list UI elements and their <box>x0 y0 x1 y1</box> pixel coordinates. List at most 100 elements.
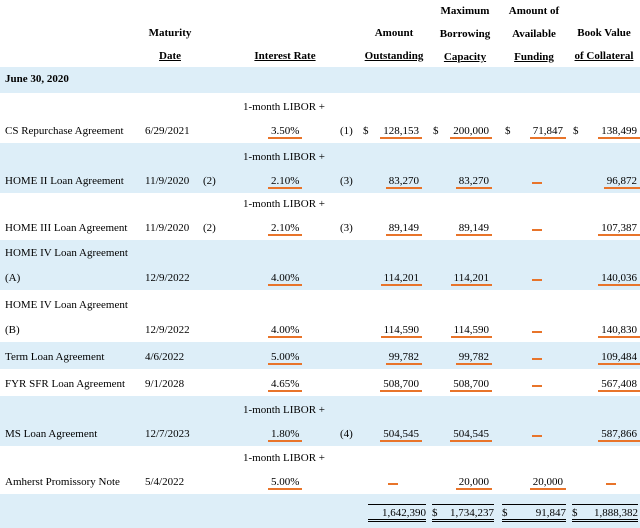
row-amount-outstanding-value: 83,270 <box>385 175 422 189</box>
row-maturity-date: 4/6/2022 <box>145 351 185 363</box>
total-available-funding-value: 91,847 <box>535 507 566 519</box>
row-borrowing-capacity: 89,149 <box>434 222 492 236</box>
row-available-funding: — <box>508 272 566 292</box>
row-interest-rate-value: 2.10% <box>268 175 303 189</box>
row-maturity-date: 12/9/2022 <box>145 324 190 336</box>
row-interest-rate: 5.00% <box>268 351 303 365</box>
row-borrowing-capacity: 20,000 <box>434 476 492 490</box>
total-available-funding-dollar: $ <box>502 507 508 519</box>
row-name: HOME IV Loan Agreement <box>5 299 128 311</box>
table-row: HOME IV Loan Agreement (B) 12/9/2022 4.00% 1… <box>0 290 640 344</box>
row-available-funding: — <box>508 222 566 242</box>
row-name: MS Loan Agreement <box>5 428 98 440</box>
row-book-value-value: 587,866 <box>598 428 640 442</box>
totals-row: 1,642,390 $1,734,237 $91,847 $1,888,382 <box>0 494 640 528</box>
row-amount-outstanding-value: 99,782 <box>385 351 422 365</box>
dollar-sign: $ <box>363 125 369 137</box>
dollar-sign: $ <box>505 125 511 137</box>
row-available-funding: — <box>508 428 566 448</box>
row-interest-rate: 2.10% <box>268 222 303 236</box>
total-book-value: $1,888,382 <box>572 504 638 522</box>
row-available-funding: 20,000 <box>508 476 566 490</box>
table-row: CS Repurchase Agreement 6/29/2021 1-month … <box>0 93 640 143</box>
header-book-value: Book Value of Collateral <box>574 27 634 62</box>
row-interest-rate-value: 4.00% <box>268 324 303 338</box>
row-name-suffix: (A) <box>5 272 21 284</box>
dollar-sign: $ <box>433 125 439 137</box>
row-maturity-date: 12/9/2022 <box>145 272 190 284</box>
total-amount-outstanding: 1,642,390 <box>368 504 426 522</box>
row-borrowing-capacity: 114,201 <box>434 272 492 286</box>
row-borrowing-capacity: 83,270 <box>434 175 492 189</box>
row-available-funding: — <box>508 175 566 195</box>
row-name: FYR SFR Loan Agreement <box>5 378 126 390</box>
row-libor-label: 1-month LIBOR + <box>243 198 325 210</box>
total-borrowing-capacity-dollar: $ <box>432 507 438 519</box>
row-amount-outstanding-value: 114,201 <box>380 272 422 286</box>
row-rate-footnote: (3) <box>340 175 353 187</box>
row-book-value: 107,387 <box>582 222 640 236</box>
row-book-value: 109,484 <box>582 351 640 365</box>
table-row: MS Loan Agreement 12/7/2023 1-month LIBOR … <box>0 396 640 448</box>
row-libor-label: 1-month LIBOR + <box>243 452 325 464</box>
row-book-value: — <box>582 476 640 496</box>
total-borrowing-capacity: $1,734,237 <box>432 504 494 522</box>
table-row: HOME III Loan Agreement 11/9/2020 (2) 1-mon… <box>0 193 640 242</box>
row-book-value: 140,036 <box>582 272 640 286</box>
row-interest-rate: 3.50% <box>268 125 303 139</box>
row-interest-rate-value: 3.50% <box>268 125 303 139</box>
row-amount-outstanding: 89,149 <box>364 222 422 236</box>
total-amount-outstanding-value: 1,642,390 <box>382 507 426 519</box>
row-borrowing-capacity-value: 504,545 <box>450 428 492 442</box>
row-book-value: 587,866 <box>582 428 640 442</box>
row-amount-outstanding-value: 504,545 <box>380 428 422 442</box>
row-borrowing-capacity-value: 200,000 <box>450 125 492 139</box>
row-name: HOME II Loan Agreement <box>5 175 124 187</box>
header-maturity: Maturity Date <box>148 27 192 62</box>
row-amount-outstanding: 128,153 <box>364 125 422 139</box>
row-interest-rate: 1.80% <box>268 428 303 442</box>
row-amount-outstanding: 504,545 <box>364 428 422 442</box>
row-interest-rate-value: 5.00% <box>268 476 303 490</box>
table-row: HOME IV Loan Agreement (A) 12/9/2022 4.00% 1… <box>0 240 640 292</box>
row-amount-outstanding: 114,590 <box>364 324 422 338</box>
row-interest-rate: 5.00% <box>268 476 303 490</box>
row-interest-rate-value: 2.10% <box>268 222 303 236</box>
row-libor-label: 1-month LIBOR + <box>243 404 325 416</box>
section-label: June 30, 2020 <box>5 73 69 85</box>
row-borrowing-capacity-value: 114,590 <box>450 324 492 338</box>
row-book-value: 140,830 <box>582 324 640 338</box>
total-borrowing-capacity-value: 1,734,237 <box>450 507 494 519</box>
row-date-footnote: (2) <box>203 222 216 234</box>
row-available-funding: 71,847 <box>508 125 566 139</box>
header-amount-outstanding: Amount Outstanding <box>364 27 424 62</box>
row-name: CS Repurchase Agreement <box>5 125 124 137</box>
row-borrowing-capacity: 200,000 <box>434 125 492 139</box>
row-rate-footnote: (1) <box>340 125 353 137</box>
row-interest-rate-value: 4.65% <box>268 378 303 392</box>
row-book-value-value: 138,499 <box>598 125 640 139</box>
row-interest-rate: 4.00% <box>268 324 303 338</box>
row-borrowing-capacity-value: 89,149 <box>455 222 492 236</box>
row-interest-rate-value: 4.00% <box>268 272 303 286</box>
row-available-funding: — <box>508 351 566 371</box>
row-book-value-value: 109,484 <box>598 351 640 365</box>
row-available-funding-value: 20,000 <box>529 476 566 490</box>
header-max-borrowing: Maximum Borrowing Capacity <box>439 5 491 63</box>
table-row: HOME II Loan Agreement 11/9/2020 (2) 1-mont… <box>0 143 640 195</box>
row-borrowing-capacity: 504,545 <box>434 428 492 442</box>
row-interest-rate: 2.10% <box>268 175 303 189</box>
row-date-footnote: (2) <box>203 175 216 187</box>
row-amount-outstanding: 99,782 <box>364 351 422 365</box>
row-borrowing-capacity: 508,700 <box>434 378 492 392</box>
row-book-value-value: 567,408 <box>598 378 640 392</box>
row-amount-outstanding: 83,270 <box>364 175 422 189</box>
row-amount-outstanding-value: 89,149 <box>385 222 422 236</box>
row-maturity-date: 9/1/2028 <box>145 378 185 390</box>
row-available-funding: — <box>508 324 566 344</box>
row-rate-footnote: (3) <box>340 222 353 234</box>
header-available-funding: Amount of Available Funding <box>508 5 560 63</box>
total-available-funding: $91,847 <box>502 504 566 522</box>
row-amount-outstanding-value: 128,153 <box>380 125 422 139</box>
row-name: HOME III Loan Agreement <box>5 222 128 234</box>
